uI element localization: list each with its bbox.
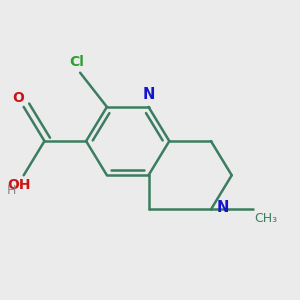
Text: O: O [12, 91, 24, 104]
Text: OH: OH [8, 178, 31, 192]
Text: N: N [216, 200, 229, 215]
Text: Cl: Cl [70, 55, 85, 69]
Text: CH₃: CH₃ [254, 212, 277, 225]
Text: H: H [7, 184, 16, 197]
Text: N: N [143, 87, 155, 102]
